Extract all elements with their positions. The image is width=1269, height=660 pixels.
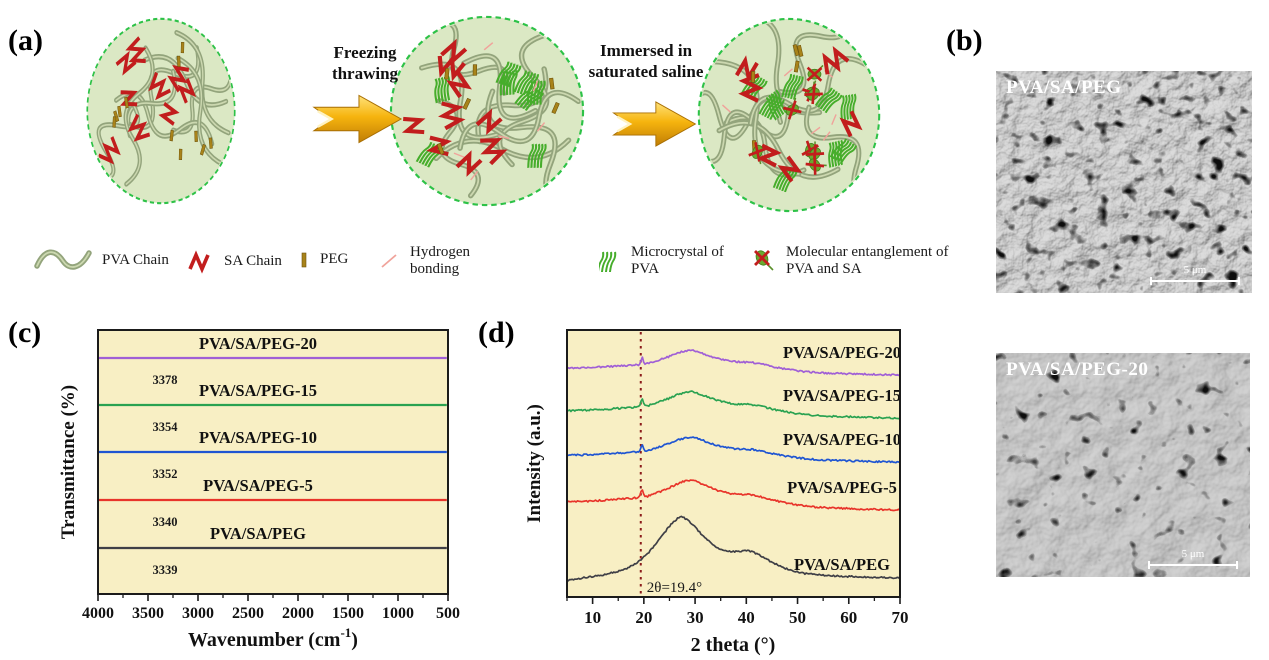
arrow-right-icon	[612, 101, 697, 147]
sem-micrograph-pva-sa-peg: PVA/SA/PEG 5 μm	[996, 71, 1252, 293]
sem-texture	[996, 71, 1252, 293]
legend-item-sa-chain: SA Chain	[186, 250, 282, 274]
xrd-curves: 2θ=19.4°	[568, 332, 899, 596]
x-tick-label: 3500	[132, 605, 164, 622]
x-tick-label: 10	[584, 608, 601, 627]
hydrogel-stage-2-illustration	[389, 15, 585, 207]
x-tick-label: 2000	[282, 605, 314, 622]
scale-bar: 5 μm	[1148, 548, 1238, 569]
hydrogen-bond-icon	[381, 254, 397, 268]
legend-label: Molecular entanglement of PVA and SA	[786, 244, 949, 278]
sem-micrograph-pva-sa-peg-20: PVA/SA/PEG-20 5 μm	[996, 353, 1250, 577]
x-tick-label: 4000	[82, 605, 114, 622]
arrow-right-icon	[312, 94, 403, 144]
sem-image-title: PVA/SA/PEG-20	[1006, 359, 1149, 380]
immersed-label-line2: saturated saline	[588, 62, 704, 82]
x-tick-label: 60	[840, 608, 857, 627]
series-label: PVA/SA/PEG-20	[783, 343, 901, 362]
sem-image-title: PVA/SA/PEG	[1006, 77, 1122, 98]
peg-icon	[301, 252, 307, 268]
peak-annotation: 3339	[153, 563, 178, 577]
microcrystal-icon	[599, 251, 617, 273]
xrd-chart: 2θ=19.4° PVA/SA/PEG-20 PVA/SA/PEG-15 PVA/SA…	[524, 329, 909, 656]
curve-pva-sa-peg-5	[568, 479, 899, 512]
series-label: PVA/SA/PEG	[210, 524, 306, 543]
hydrogel-stage-1-illustration	[86, 17, 236, 205]
scale-bar-label: 5 μm	[1181, 548, 1205, 560]
freezing-label-line2: thrawing	[331, 64, 399, 84]
x-tick-label: 50	[789, 608, 806, 627]
x-axis-title: Wavenumber (cm-1)	[188, 625, 358, 651]
ftir-chart: PVA/SA/PEG-20 3378 PVA/SA/PEG-15 3354 PVA/SA…	[58, 329, 460, 651]
series-label: PVA/SA/PEG-10	[783, 430, 901, 449]
x-tick-label: 500	[436, 605, 460, 622]
x-axis-title: 2 theta (°)	[691, 634, 776, 656]
immersed-saline-label: Immersed in saturated saline	[570, 40, 722, 83]
panel-c-label: (c)	[8, 316, 42, 349]
freezing-label-line1: Freezing	[333, 43, 397, 62]
x-tick-label: 70	[892, 608, 909, 627]
legend-item-microcrystal: Microcrystal of PVA	[599, 244, 731, 279]
pva-chain-icon	[34, 249, 92, 270]
freezing-thrawing-label: Freezing thrawing	[298, 42, 432, 85]
legend-item-pva-chain: PVA Chain	[34, 246, 169, 276]
scale-bar-label: 5 μm	[1183, 264, 1207, 276]
x-tick-label: 40	[738, 608, 755, 627]
series-label: PVA/SA/PEG-5	[203, 476, 313, 495]
molecular-entanglement-icon	[754, 250, 774, 271]
peak-annotation: 3340	[153, 515, 178, 529]
x-tick-label: 20	[635, 608, 652, 627]
x-tick-label: 2500	[232, 605, 264, 622]
legend-label: Hydrogen bonding	[410, 244, 470, 278]
legend-item-peg: PEG	[298, 250, 348, 270]
series-label: PVA/SA/PEG-10	[199, 428, 317, 447]
x-tick-label: 1500	[332, 605, 364, 622]
series-label: PVA/SA/PEG	[794, 555, 890, 574]
scale-bar-line	[1150, 277, 1240, 285]
series-label: PVA/SA/PEG-15	[199, 381, 317, 400]
x-tick-label: 3000	[182, 605, 214, 622]
scale-bar: 5 μm	[1150, 264, 1240, 285]
peak-annotation: 3354	[153, 420, 179, 434]
x-tick-label: 1000	[382, 605, 414, 622]
legend-label: Microcrystal of PVA	[631, 244, 724, 278]
legend-label: SA Chain	[224, 253, 282, 270]
series-label: PVA/SA/PEG-5	[787, 478, 897, 497]
two-theta-annotation: 2θ=19.4°	[647, 580, 702, 596]
series-label: PVA/SA/PEG-15	[783, 386, 901, 405]
ftir-curves	[99, 356, 447, 550]
immersed-label-line1: Immersed in	[599, 41, 693, 60]
peak-annotation: 3352	[153, 467, 178, 481]
legend-item-entanglement: Molecular entanglement of PVA and SA	[752, 244, 958, 279]
panel-b-label: (b)	[946, 24, 983, 57]
panel-a-label: (a)	[8, 24, 43, 57]
y-axis-title: Transmittance (%)	[58, 385, 79, 539]
sem-texture	[996, 353, 1250, 577]
curve-pva-sa-peg-20	[568, 349, 899, 377]
y-axis-title: Intensity (a.u.)	[524, 404, 545, 523]
hydrogel-stage-3-illustration	[697, 17, 881, 213]
legend-label: PVA Chain	[102, 252, 169, 269]
curve-pva-sa-peg-15	[568, 390, 899, 420]
legend-item-hydrogen-bonding: Hydrogen bonding	[378, 244, 490, 279]
scale-bar-line	[1148, 561, 1238, 569]
curve-pva-sa-peg	[568, 515, 899, 582]
panel-d-label: (d)	[478, 316, 515, 349]
peak-annotation: 3378	[153, 373, 178, 387]
x-tick-label: 30	[687, 608, 704, 627]
curve-pva-sa-peg-10	[568, 436, 899, 464]
sa-chain-icon	[188, 250, 210, 274]
series-label: PVA/SA/PEG-20	[199, 334, 317, 353]
legend-label: PEG	[320, 251, 349, 268]
